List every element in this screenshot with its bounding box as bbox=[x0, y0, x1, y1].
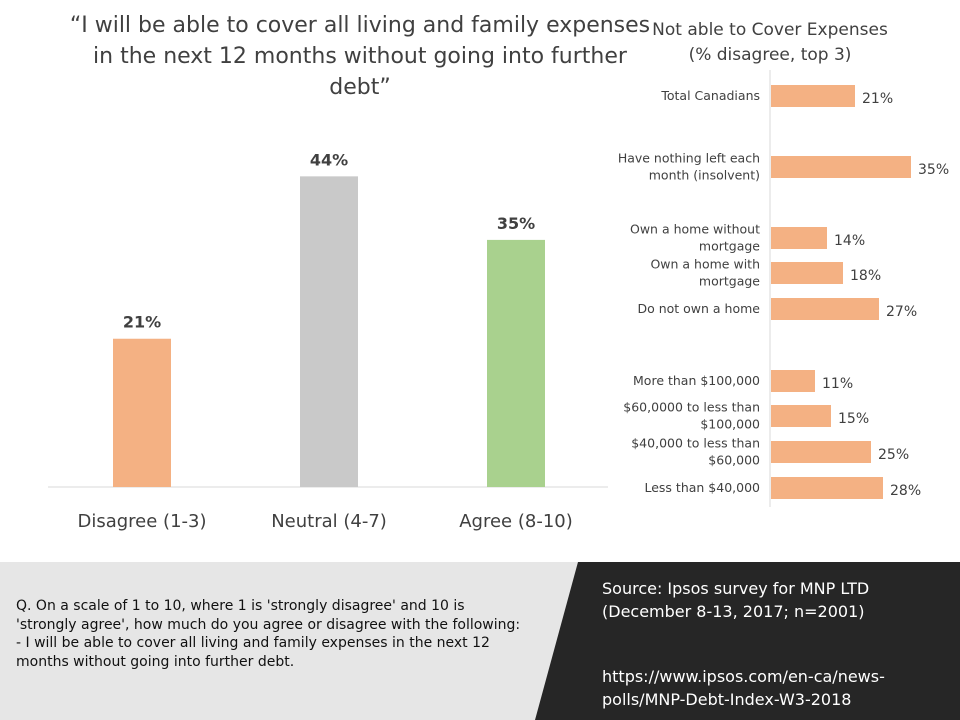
source-url: https://www.ipsos.com/en-ca/news- polls/… bbox=[602, 665, 942, 711]
side-bar-value-label-7: 15% bbox=[838, 411, 869, 427]
main-bar-value-label-1: 21% bbox=[123, 313, 161, 332]
main-chart-title: “I will be able to cover all living and … bbox=[69, 13, 651, 100]
side-category-label-1-line-1: Total Canadians bbox=[660, 88, 760, 103]
source-panel-background bbox=[535, 562, 960, 720]
side-bar-1 bbox=[771, 85, 855, 107]
footer-question-panel bbox=[0, 562, 590, 720]
source-url-line-1: https://www.ipsos.com/en-ca/news- bbox=[602, 667, 885, 686]
main-category-label-1: Disagree (1-3) bbox=[77, 511, 206, 532]
side-category-label-3-line-2: mortgage bbox=[699, 239, 760, 254]
side-bar-value-label-4: 18% bbox=[850, 268, 881, 284]
side-category-label-5-line-1: Do not own a home bbox=[637, 301, 760, 316]
survey-question-text: Q. On a scale of 1 to 10, where 1 is 'st… bbox=[16, 598, 521, 670]
side-category-label-2-line-1: Have nothing left each bbox=[618, 151, 760, 166]
source-line-1: Source: Ipsos survey for MNP LTD bbox=[602, 579, 870, 598]
side-bar-2 bbox=[771, 156, 911, 178]
side-bar-value-label-5: 27% bbox=[886, 304, 917, 320]
main-category-label-2: Neutral (4-7) bbox=[271, 511, 387, 532]
source-line-2: (December 8-13, 2017; n=2001) bbox=[602, 602, 865, 621]
side-category-label-3-line-1: Own a home without bbox=[630, 222, 760, 237]
side-category-label-4-line-1: Own a home with bbox=[650, 257, 760, 272]
side-bar-9 bbox=[771, 477, 883, 499]
side-category-label-7-line-2: $100,000 bbox=[700, 417, 760, 432]
main-bar-1 bbox=[113, 338, 171, 487]
side-bar-value-label-6: 11% bbox=[822, 376, 853, 392]
source-citation: Source: Ipsos survey for MNP LTD (Decemb… bbox=[602, 577, 942, 623]
side-category-label-7-line-1: $60,0000 to less than bbox=[623, 400, 760, 415]
main-bar-2 bbox=[300, 176, 358, 488]
side-bar-value-label-9: 28% bbox=[890, 483, 921, 499]
main-bar-value-label-2: 44% bbox=[310, 150, 348, 169]
source-url-line-2: polls/MNP-Debt-Index-W3-2018 bbox=[602, 690, 852, 709]
side-category-label-8-line-2: $60,000 bbox=[708, 453, 760, 468]
side-bar-3 bbox=[771, 227, 827, 249]
main-category-label-3: Agree (8-10) bbox=[459, 511, 573, 532]
side-bar-6 bbox=[771, 370, 815, 392]
side-bar-5 bbox=[771, 298, 879, 320]
side-bar-value-label-1: 21% bbox=[862, 91, 893, 107]
side-category-label-6-line-1: More than $100,000 bbox=[633, 373, 760, 388]
side-category-label-4-line-2: mortgage bbox=[699, 274, 760, 289]
side-bar-8 bbox=[771, 441, 871, 463]
side-bar-value-label-3: 14% bbox=[834, 233, 865, 249]
side-category-label-8-line-1: $40,000 to less than bbox=[631, 436, 760, 451]
side-title-line-2: (% disagree, top 3) bbox=[688, 45, 852, 65]
side-bar-value-label-2: 35% bbox=[918, 162, 949, 178]
main-bar-3 bbox=[487, 239, 545, 487]
side-bar-4 bbox=[771, 262, 843, 284]
side-chart-title: Not able to Cover Expenses (% disagree, … bbox=[630, 18, 910, 68]
side-category-label-2-line-2: month (insolvent) bbox=[649, 168, 760, 183]
main-bar-value-label-3: 35% bbox=[497, 214, 535, 233]
side-title-line-1: Not able to Cover Expenses bbox=[652, 20, 888, 40]
side-bar-value-label-8: 25% bbox=[878, 447, 909, 463]
side-bar-7 bbox=[771, 405, 831, 427]
side-category-label-9-line-1: Less than $40,000 bbox=[644, 480, 760, 495]
